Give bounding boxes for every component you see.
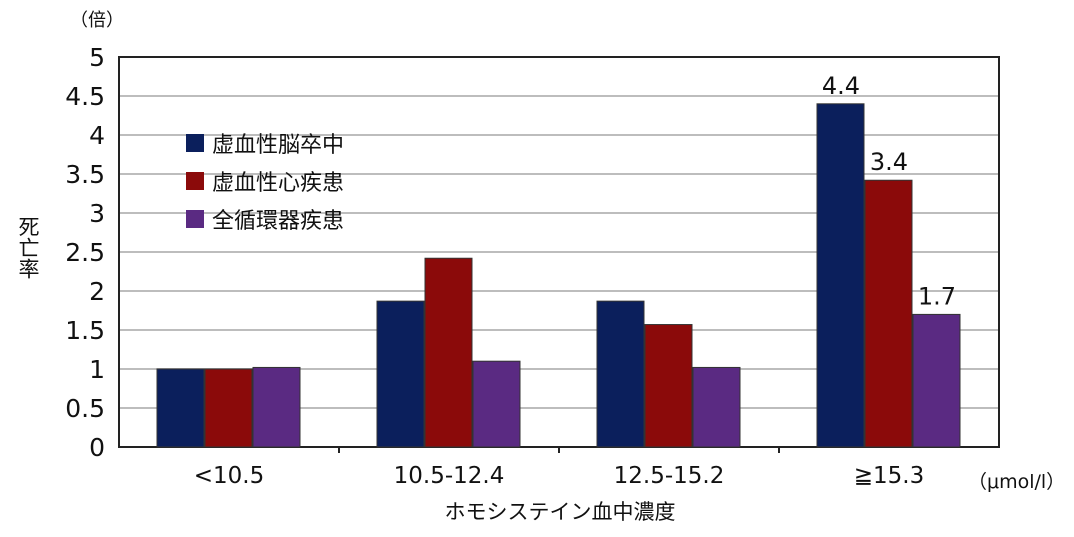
y-tick-label: 0.5 — [65, 394, 105, 423]
legend: 虚血性脳卒中 虚血性心疾患 全循環器疾患 — [186, 124, 344, 238]
x-tick-label: 12.5-15.2 — [614, 463, 725, 489]
y-tick-label: 1.5 — [65, 316, 105, 345]
y-tick-label: 4.5 — [65, 82, 105, 111]
y-tick-label: 5 — [89, 43, 105, 72]
legend-item-ischemic-heart-disease: 虚血性心疾患 — [186, 162, 344, 200]
bar — [864, 179, 913, 448]
bar — [472, 360, 521, 448]
legend-label: 虚血性脳卒中 — [212, 133, 345, 158]
y-tick-label: 3 — [89, 199, 105, 228]
bar — [912, 313, 961, 448]
legend-swatch — [186, 172, 204, 190]
bar — [424, 257, 473, 448]
y-tick-label: 2 — [89, 277, 105, 306]
bar — [692, 366, 741, 448]
x-tick-label: <10.5 — [194, 463, 264, 489]
x-tick-label: ≧15.3 — [854, 463, 924, 489]
data-label: 3.4 — [870, 148, 908, 176]
y-tick-label: 2.5 — [65, 238, 105, 267]
legend-label: 全循環器疾患 — [212, 209, 345, 234]
y-tick-label: 1 — [89, 355, 105, 384]
legend-item-all-cardiovascular: 全循環器疾患 — [186, 200, 344, 238]
bar — [596, 300, 645, 448]
y-unit-label: （倍） — [70, 10, 124, 31]
x-tick-label: 10.5-12.4 — [394, 463, 505, 489]
bar — [252, 366, 301, 448]
x-unit-label: （μmol/l） — [968, 471, 1066, 493]
bar — [204, 368, 253, 448]
x-axis-title: ホモシステイン血中濃度 — [444, 500, 676, 524]
y-axis-title: 死亡率 — [16, 216, 40, 279]
data-label: 1.7 — [918, 282, 956, 310]
bar — [644, 324, 693, 448]
bar — [816, 103, 865, 448]
legend-swatch — [186, 210, 204, 228]
y-tick-label: 0 — [89, 433, 105, 462]
data-label: 4.4 — [822, 72, 860, 100]
y-tick-label: 4 — [89, 121, 105, 150]
legend-label: 虚血性心疾患 — [212, 171, 345, 196]
bar — [156, 368, 205, 448]
legend-item-ischemic-stroke: 虚血性脳卒中 — [186, 124, 344, 162]
bar — [376, 300, 425, 448]
y-tick-label: 3.5 — [65, 160, 105, 189]
legend-swatch — [186, 134, 204, 152]
